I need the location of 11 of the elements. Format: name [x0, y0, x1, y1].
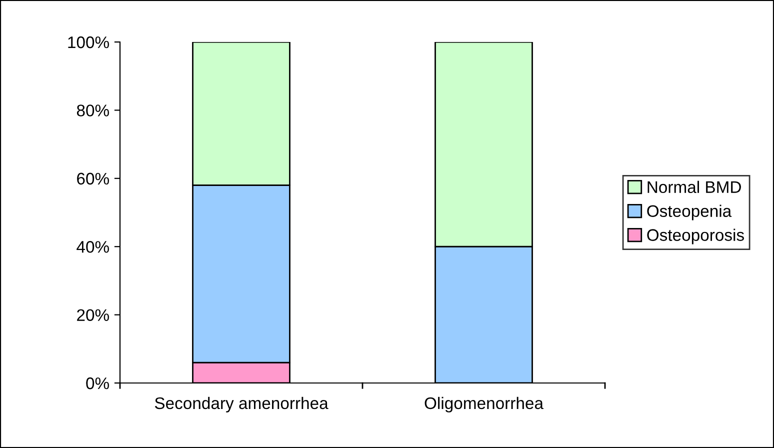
y-tick-label: 0%	[86, 377, 109, 390]
legend-label: Osteopenia	[647, 204, 732, 220]
y-tick-label: 60%	[77, 172, 109, 185]
y-tick-label: 80%	[76, 104, 109, 116]
x-tick-label: Secondary amenorrhea	[154, 396, 328, 412]
y-tick-label: 100%	[68, 36, 109, 48]
y-tick-label: 20%	[77, 309, 109, 322]
x-tick-label: Oligomenorrhea	[424, 396, 544, 412]
legend-label: Normal BMD	[648, 180, 741, 194]
y-tick-label: 40%	[76, 241, 109, 253]
legend-label: Osteoporosis	[647, 228, 744, 244]
